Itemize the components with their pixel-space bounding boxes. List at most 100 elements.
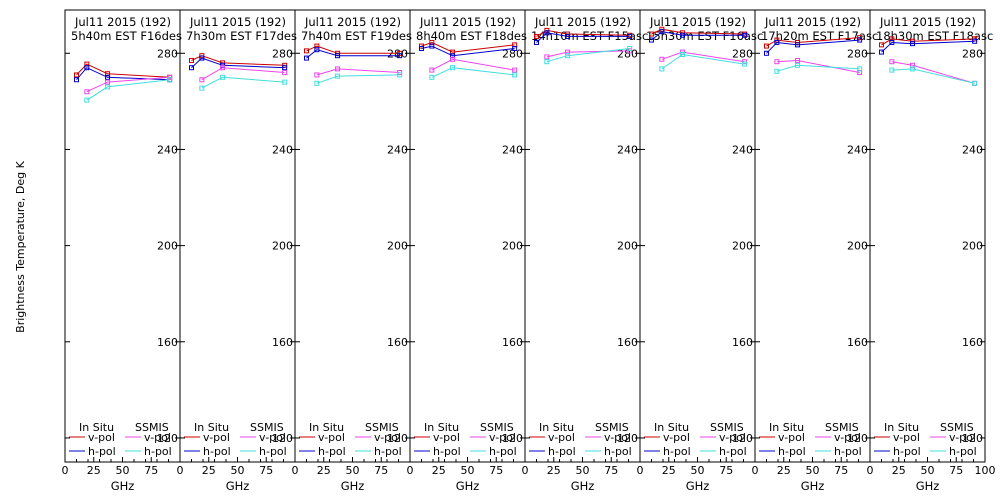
ssmis-h-point [742, 61, 748, 67]
x-tick-label: 25 [87, 464, 101, 477]
ssmis-h-point [565, 53, 571, 59]
y-tick-label: 280 [157, 47, 178, 60]
insitu-h-point [544, 30, 550, 36]
legend-ssmis-v-label: v-pol [374, 431, 401, 444]
panel-title-time: 5h40m EST F16des [71, 29, 182, 43]
ssmis-v-point [199, 77, 205, 83]
panel-frame [294, 9, 411, 463]
insitu-h-point [534, 39, 539, 45]
legend-insitu-header: In Situ [884, 421, 919, 434]
x-tick-label: 0 [407, 464, 414, 477]
legend-ssmis-h-label: h-pol [489, 445, 517, 458]
ssmis-v-point [512, 67, 518, 73]
ssmis-v-point [314, 72, 320, 78]
y-tick-label: 200 [617, 240, 638, 253]
ssmis-h-point [910, 66, 916, 72]
legend-ssmis-h-label: h-pol [719, 445, 747, 458]
x-axis-label: GHz [111, 479, 135, 493]
x-tick-label: 25 [662, 464, 676, 477]
insitu-h-point [680, 32, 686, 38]
insitu-h-line [651, 31, 745, 41]
y-tick-label: 120 [272, 432, 293, 445]
x-axis-label: GHz [916, 479, 940, 493]
y-tick-label: 240 [387, 143, 408, 156]
panel-frame [409, 9, 526, 463]
legend-insitu-v-label: v-pol [663, 431, 690, 444]
insitu-h-point [889, 39, 895, 45]
ssmis-h-line [86, 79, 170, 101]
insitu-h-point [84, 65, 90, 71]
x-tick-label: 50 [346, 464, 360, 477]
chart-panel-2: 120 160 200 240 280 0 25 50 75 GHz Jul11 2015 (192… [177, 9, 297, 493]
legend-insitu-h-label: h-pol [88, 445, 116, 458]
ssmis-h-line [546, 48, 630, 63]
y-tick-label: 280 [502, 47, 523, 60]
panel-title-date: Jul11 2015 (192) [649, 15, 746, 29]
insitu-h-point [764, 50, 769, 56]
insitu-h-point [659, 29, 665, 35]
ssmis-v-point [84, 89, 90, 95]
legend-ssmis-h-label: h-pol [374, 445, 402, 458]
panel-title-date: Jul11 2015 (192) [534, 15, 631, 29]
legend-ssmis-h-label: h-pol [259, 445, 287, 458]
panel-frame [524, 9, 641, 463]
legend-insitu-h-label: h-pol [663, 445, 691, 458]
insitu-h-point [910, 41, 916, 47]
ssmis-v-point [889, 59, 895, 65]
x-tick-label: 75 [144, 464, 158, 477]
insitu-h-line [881, 40, 975, 53]
x-tick-label: 75 [834, 464, 848, 477]
legend-ssmis-header: SSMIS [480, 421, 514, 434]
legend-insitu-v-label: v-pol [433, 431, 460, 444]
y-tick-label: 160 [732, 336, 753, 349]
x-tick-label: 75 [719, 464, 733, 477]
y-tick-label: 240 [502, 143, 523, 156]
panel-title-date: Jul11 2015 (192) [189, 15, 286, 29]
ssmis-h-point [199, 85, 205, 91]
ssmis-v-point [220, 65, 226, 71]
legend-insitu-header: In Situ [539, 421, 574, 434]
y-tick-label: 120 [732, 432, 753, 445]
y-tick-label: 240 [962, 143, 983, 156]
insitu-v-point [879, 42, 884, 48]
insitu-h-point [397, 53, 403, 59]
panel-title-time: 8h40m EST F18des [416, 29, 527, 43]
y-tick-label: 280 [272, 47, 293, 60]
y-tick-label: 200 [272, 240, 293, 253]
legend-ssmis-header: SSMIS [595, 421, 629, 434]
x-tick-label: 50 [576, 464, 590, 477]
y-tick-label: 240 [732, 143, 753, 156]
y-tick-label: 240 [617, 143, 638, 156]
insitu-h-point [335, 53, 341, 59]
legend-insitu-h-label: h-pol [318, 445, 346, 458]
x-tick-label: 25 [547, 464, 561, 477]
legend-ssmis-v-label: v-pol [834, 431, 861, 444]
ssmis-h-point [84, 97, 90, 103]
y-tick-label: 200 [847, 240, 868, 253]
ssmis-v-line [891, 61, 975, 84]
chart-panel-4: 120 160 200 240 280 0 25 50 75 GHz Jul11 2015 (192… [407, 9, 527, 493]
insitu-h-point [857, 37, 863, 43]
panel-title-date: Jul11 2015 (192) [74, 15, 171, 29]
legend-ssmis-h-label: h-pol [604, 445, 632, 458]
chart-panel-1: 120 160 200 240 280 0 25 50 75 GHz Jul11 2015 (192… [62, 9, 182, 493]
x-tick-label: 75 [374, 464, 388, 477]
x-tick-label: 50 [461, 464, 475, 477]
insitu-h-point [742, 32, 748, 38]
y-tick-label: 280 [962, 47, 983, 60]
panel-title-time: 17h20m EST F17asc [761, 29, 878, 43]
ssmis-v-line [776, 59, 860, 73]
ssmis-v-point [429, 67, 435, 73]
legend-insitu-v-label: v-pol [318, 431, 345, 444]
legend-insitu-header: In Situ [79, 421, 114, 434]
y-tick-label: 120 [847, 432, 868, 445]
chart-panel-5: 120 160 200 240 280 0 25 50 75 GHz Jul11 2015 (192… [522, 9, 648, 493]
y-tick-label: 160 [962, 336, 983, 349]
ssmis-v-point [450, 56, 456, 62]
x-tick-label: 50 [806, 464, 820, 477]
insitu-v-line [421, 41, 515, 53]
x-tick-label: 75 [604, 464, 618, 477]
